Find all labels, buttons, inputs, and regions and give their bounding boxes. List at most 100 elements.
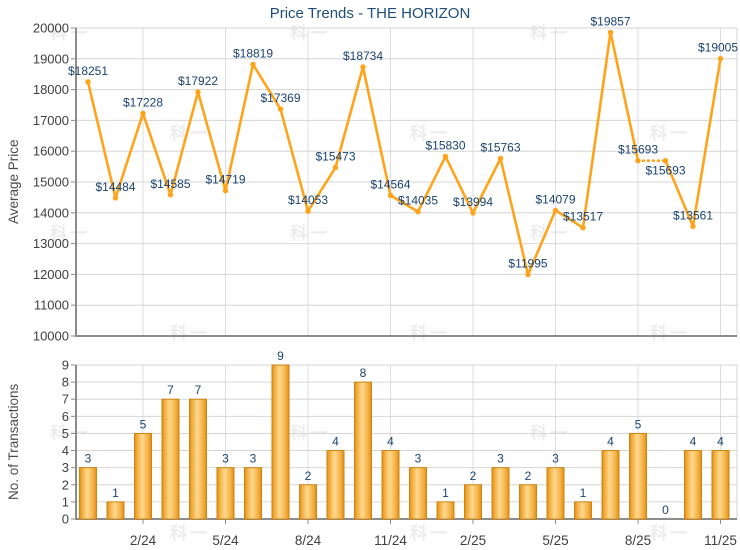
price-line-segment (334, 65, 365, 169)
price-point-label: $14719 (205, 173, 245, 187)
price-point-label: $14585 (150, 177, 190, 191)
price-line-segment (609, 31, 640, 162)
bar-value-label: 2 (305, 469, 312, 483)
bar-value-label: 8 (360, 366, 367, 380)
price-line-segment (196, 90, 227, 192)
x-axis-label: 8/24 (295, 533, 322, 548)
price-point-label: $18251 (68, 64, 108, 78)
transactions-ytick-label: 3 (62, 460, 69, 475)
price-point (332, 164, 339, 171)
bar-value-label: 4 (607, 435, 614, 449)
price-point-label: $15763 (480, 140, 520, 154)
transactions-bar (216, 467, 235, 520)
bar-value-label: 1 (112, 486, 119, 500)
x-axis-label: 11/24 (374, 533, 407, 548)
price-line-segment (251, 63, 282, 111)
transactions-axis-title: No. of Transactions (6, 383, 21, 501)
watermark-text: 科一 (50, 424, 90, 443)
transactions-bar (326, 450, 345, 520)
price-line-segment (664, 159, 695, 228)
price-line-segment (389, 194, 420, 214)
bar-value-label: 3 (85, 452, 92, 466)
watermark-text: 科一 (650, 524, 690, 543)
bar-value-label: 7 (195, 383, 202, 397)
x-axis-label: 11/25 (704, 533, 737, 548)
bar-value-label: 1 (580, 486, 587, 500)
watermark-text: 科一 (530, 24, 570, 43)
price-point (717, 55, 724, 62)
price-point (497, 155, 504, 162)
bar-value-label: 3 (497, 452, 504, 466)
transactions-bar (244, 467, 262, 520)
price-point (387, 192, 394, 199)
price-point-label: $18819 (233, 46, 273, 60)
price-point-label: $15693 (618, 143, 658, 157)
price-point-label: $14035 (398, 194, 438, 208)
price-line-segment (224, 63, 255, 192)
watermark-text: 科一 (530, 224, 570, 243)
price-line-segment (361, 65, 392, 197)
x-axis-label: 2/25 (460, 533, 486, 548)
bar-value-label: 3 (222, 452, 229, 466)
transactions-bar (134, 432, 152, 520)
price-point-label: $14484 (95, 180, 135, 194)
transactions-ytick-label: 1 (62, 494, 69, 509)
transactions-bar (436, 501, 455, 520)
price-point-label: $17228 (123, 95, 163, 109)
price-point (442, 153, 449, 160)
price-point-label: $15693 (645, 164, 685, 178)
x-axis-label: 2/24 (130, 533, 157, 548)
transactions-ytick-label: 7 (62, 392, 69, 407)
price-point (305, 208, 311, 214)
price-point-label: $14053 (288, 193, 328, 207)
transactions-ytick-label: 9 (62, 358, 69, 373)
bar-value-label: 1 (442, 486, 449, 500)
transactions-bar (161, 398, 180, 520)
price-point-label: $13517 (563, 210, 603, 224)
x-axis-label: 8/25 (625, 533, 651, 548)
price-line-segment (306, 166, 337, 213)
bar-value-label: 5 (140, 417, 147, 431)
price-point-label: $18734 (343, 49, 383, 63)
price-ytick-label: 12000 (33, 267, 69, 282)
price-point-label: $19005 (698, 41, 738, 55)
price-point (222, 187, 229, 194)
price-point (580, 224, 586, 231)
watermark-text: 科一 (170, 124, 210, 143)
transactions-bar (711, 450, 730, 520)
transactions-bar (381, 450, 400, 520)
transactions-bar (464, 484, 482, 520)
transactions-ytick-label: 8 (62, 375, 69, 390)
transactions-ytick-label: 2 (62, 477, 69, 492)
watermark-text: 科一 (50, 224, 90, 243)
price-point (167, 192, 174, 198)
price-point-label: $19857 (590, 14, 630, 28)
transactions-bar (519, 484, 537, 520)
price-point (607, 29, 614, 36)
transactions-bar (629, 432, 647, 520)
price-point-label: $13561 (673, 208, 713, 222)
price-ytick-label: 19000 (33, 51, 69, 66)
transactions-bar (189, 398, 207, 520)
price-line-segment (114, 112, 145, 200)
price-line-segment (416, 155, 447, 214)
price-point-label: $17922 (178, 74, 218, 88)
transactions-bar (106, 501, 125, 520)
transactions-bar (299, 484, 317, 520)
bar-value-label: 7 (167, 383, 174, 397)
price-point (140, 110, 146, 117)
price-line-segment (554, 209, 585, 229)
price-ytick-label: 13000 (33, 236, 69, 251)
transactions-ytick-label: 0 (62, 512, 69, 527)
price-line-segment (141, 112, 172, 197)
price-point (415, 209, 421, 215)
transactions-bar (79, 467, 97, 520)
price-point (662, 157, 669, 164)
price-point-label: $15830 (425, 138, 465, 152)
watermark-text: 科一 (170, 524, 210, 543)
price-point (112, 195, 119, 201)
bar-value-label: 5 (635, 417, 642, 431)
price-point (525, 271, 531, 278)
